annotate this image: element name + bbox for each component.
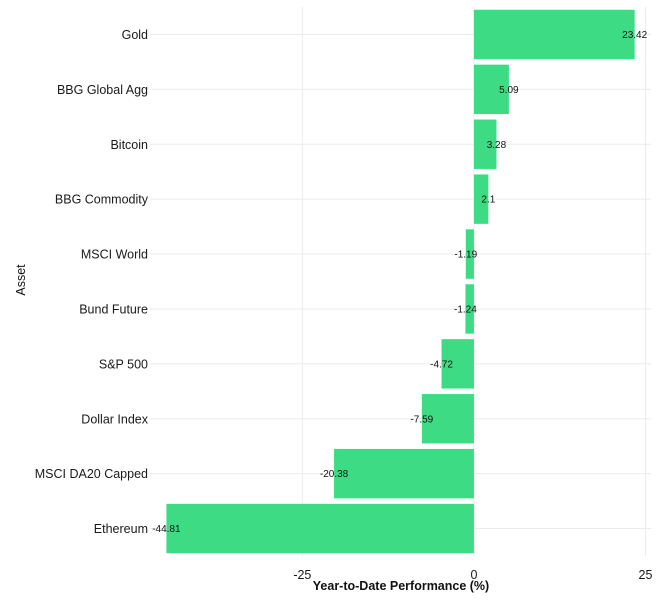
x-tick-label: 0 <box>470 568 477 582</box>
category-label: BBG Global Agg <box>57 83 148 97</box>
category-label: Bitcoin <box>110 138 148 152</box>
x-tick-labels: -25 0 25 <box>293 568 652 582</box>
bar <box>441 339 474 389</box>
value-labels: 23.42 5.09 3.28 2.1 -1.19 -1.24 -4.72 -7.59 -20.… <box>152 30 647 535</box>
y-axis-title: Asset <box>14 264 28 296</box>
category-label: Ethereum <box>94 522 148 536</box>
bar <box>473 119 497 169</box>
value-label: -20.38 <box>320 469 349 480</box>
category-label: Bund Future <box>79 302 148 316</box>
category-label: MSCI DA20 Capped <box>35 467 148 481</box>
bar <box>473 9 635 60</box>
bar <box>465 229 474 279</box>
bar <box>166 503 474 554</box>
category-label: Gold <box>122 28 148 42</box>
category-label: MSCI World <box>81 248 148 262</box>
value-label: 23.42 <box>622 30 647 41</box>
x-tick-label: -25 <box>293 568 311 582</box>
value-label: 5.09 <box>499 85 519 96</box>
value-label: 3.28 <box>487 140 507 151</box>
category-label: S&P 500 <box>99 357 148 371</box>
value-label: -4.72 <box>430 359 453 370</box>
value-label: -7.59 <box>410 414 433 425</box>
category-label: Dollar Index <box>81 412 148 426</box>
category-label: BBG Commodity <box>55 193 149 207</box>
bar <box>473 64 509 115</box>
value-label: -1.24 <box>454 304 477 315</box>
value-label: -44.81 <box>152 524 181 535</box>
bar <box>473 174 489 224</box>
value-label: -1.19 <box>454 250 477 261</box>
category-labels: Gold BBG Global Agg Bitcoin BBG Commodity MS… <box>35 28 149 536</box>
x-axis-title: Year-to-Date Performance (%) <box>313 579 489 593</box>
bar <box>334 448 474 499</box>
x-tick-label: 25 <box>639 568 653 582</box>
value-label: 2.1 <box>481 195 495 206</box>
bar <box>421 394 474 444</box>
bar <box>465 284 474 334</box>
bars <box>166 9 635 554</box>
